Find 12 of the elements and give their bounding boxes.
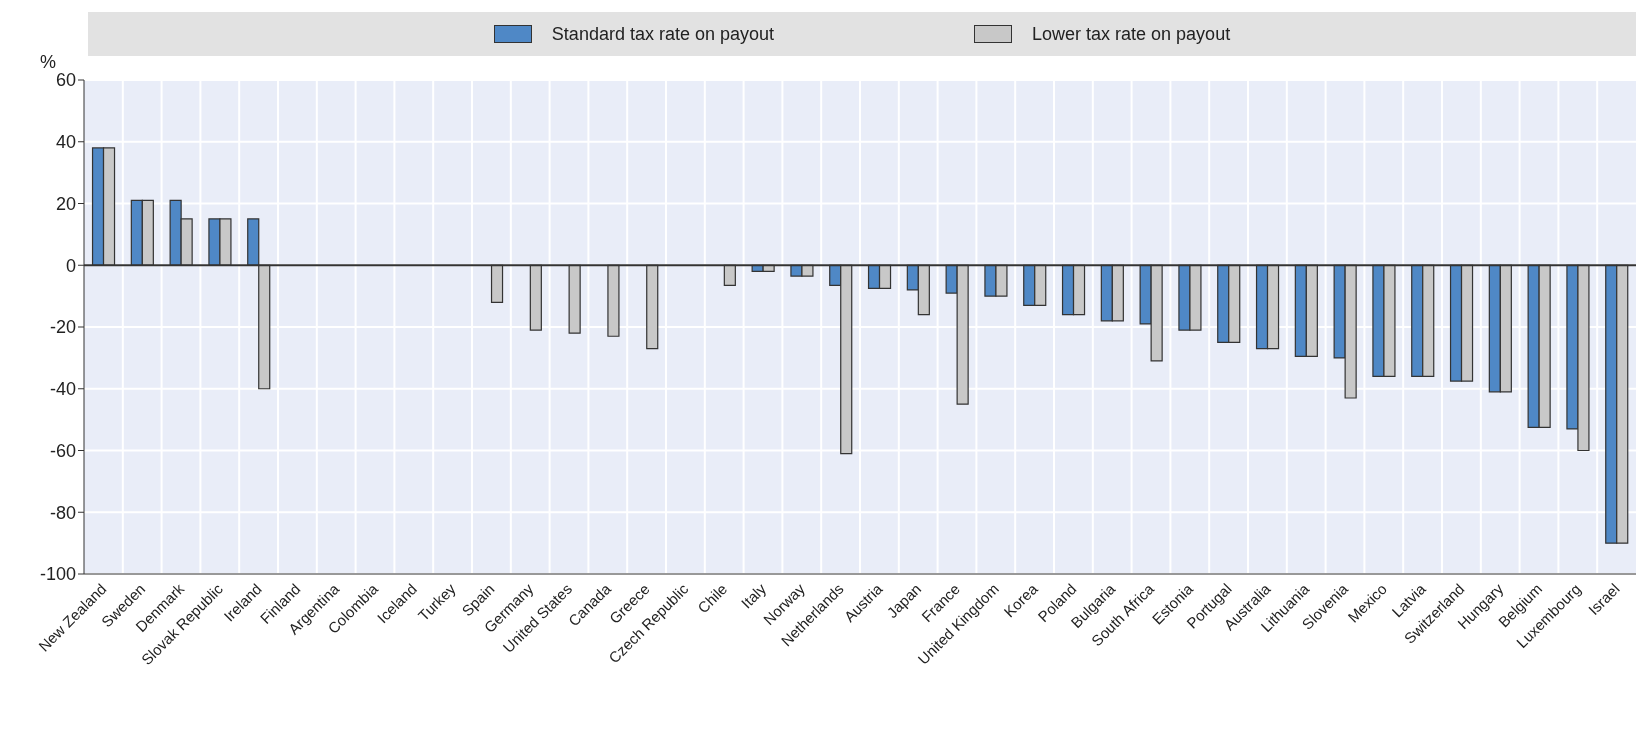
legend-label: Lower tax rate on payout: [1031, 23, 1231, 45]
y-tick-label: -60: [49, 440, 76, 461]
y-tick-label: 0: [65, 255, 76, 276]
legend-label: Standard tax rate on payout: [550, 23, 775, 45]
y-tick-label: 60: [55, 70, 76, 91]
y-tick-label: -80: [49, 502, 76, 523]
y-tick-label: -20: [49, 317, 76, 338]
y-tick-label: -100: [39, 564, 76, 585]
y-axis-title: %: [39, 52, 57, 72]
y-tick-label: -40: [49, 379, 76, 400]
y-tick-label: 20: [55, 193, 76, 214]
y-tick-label: 40: [55, 132, 76, 153]
